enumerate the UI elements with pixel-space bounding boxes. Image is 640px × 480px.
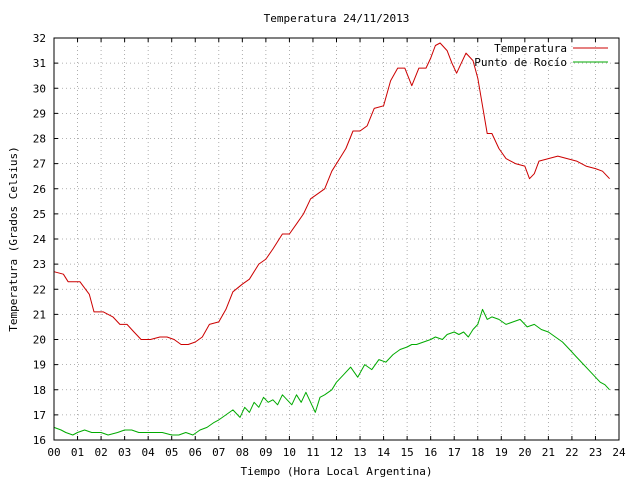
x-tick-label: 03: [118, 446, 131, 459]
y-tick-label: 17: [33, 409, 46, 422]
y-tick-label: 29: [33, 107, 46, 120]
x-tick-label: 10: [283, 446, 296, 459]
y-tick-label: 24: [33, 233, 47, 246]
y-tick-label: 28: [33, 133, 46, 146]
y-tick-label: 16: [33, 434, 46, 447]
x-tick-label: 06: [189, 446, 202, 459]
x-tick-label: 17: [448, 446, 461, 459]
x-tick-label: 16: [424, 446, 437, 459]
axis-ticks: 00 01 02 03 04 05 06 07 08 09 10 11 12 13 14 15 16 17 18 19…: [33, 32, 626, 459]
legend-label: Temperatura: [494, 42, 567, 55]
grid: [54, 38, 619, 440]
x-tick-label: 22: [565, 446, 578, 459]
y-axis-title: Temperatura (Grados Celsius): [7, 146, 20, 331]
x-tick-label: 07: [212, 446, 225, 459]
x-tick-label: 04: [142, 446, 156, 459]
x-tick-label: 00: [47, 446, 60, 459]
series-line-2: [53, 308, 610, 436]
y-tick-label: 27: [33, 158, 46, 171]
x-tick-label: 20: [518, 446, 531, 459]
chart-title: Temperatura 24/11/2013: [264, 12, 410, 25]
x-tick-label: 09: [259, 446, 272, 459]
y-tick-label: 25: [33, 208, 46, 221]
y-tick-label: 23: [33, 258, 46, 271]
y-tick-label: 26: [33, 183, 46, 196]
x-tick-label: 05: [165, 446, 178, 459]
y-tick-label: 30: [33, 82, 46, 95]
legend-label: Punto de Rocío: [474, 56, 567, 69]
x-tick-label: 24: [612, 446, 626, 459]
y-tick-label: 19: [33, 359, 46, 372]
x-tick-label: 12: [330, 446, 343, 459]
y-tick-label: 20: [33, 334, 46, 347]
y-tick-label: 31: [33, 57, 46, 70]
series-lines: [53, 42, 610, 436]
x-tick-label: 18: [471, 446, 484, 459]
x-tick-label: 19: [495, 446, 508, 459]
x-tick-label: 21: [542, 446, 555, 459]
x-tick-label: 23: [589, 446, 602, 459]
x-tick-label: 02: [94, 446, 107, 459]
y-tick-label: 32: [33, 32, 46, 45]
x-axis-title: Tiempo (Hora Local Argentina): [240, 465, 432, 478]
x-tick-label: 14: [377, 446, 391, 459]
series-line-1: [53, 42, 610, 345]
y-tick-label: 22: [33, 283, 46, 296]
x-tick-label: 15: [401, 446, 414, 459]
x-tick-label: 13: [353, 446, 366, 459]
y-tick-label: 21: [33, 308, 46, 321]
x-tick-label: 01: [71, 446, 84, 459]
x-tick-label: 11: [306, 446, 319, 459]
y-tick-label: 18: [33, 384, 46, 397]
x-tick-label: 08: [236, 446, 249, 459]
